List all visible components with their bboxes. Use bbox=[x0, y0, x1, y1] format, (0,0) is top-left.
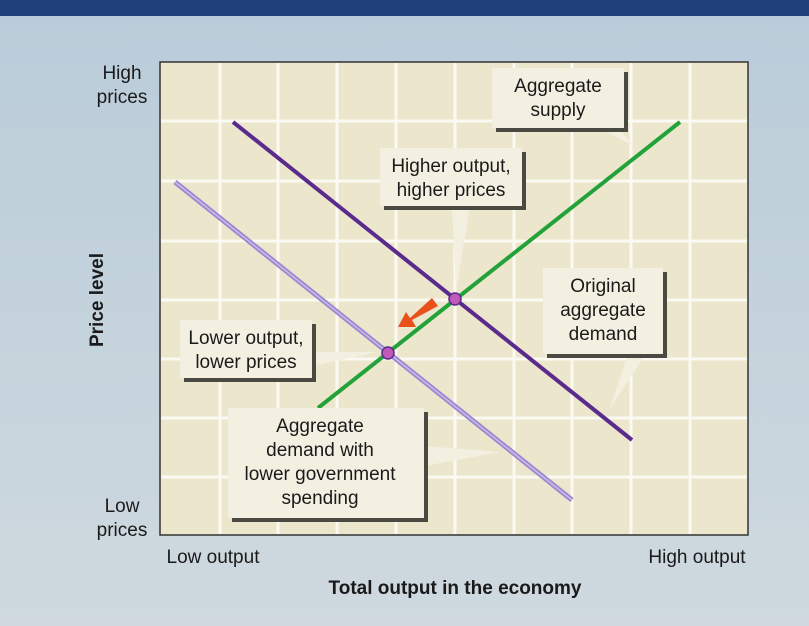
y-axis-title: Price level bbox=[87, 253, 108, 347]
y-bottom-label: Low prices bbox=[97, 496, 148, 541]
y-top-label: High prices bbox=[97, 63, 148, 108]
callout-tail bbox=[424, 446, 500, 466]
callout-box bbox=[380, 148, 522, 206]
callout-line: Higher output, bbox=[391, 156, 510, 177]
callout-line: Lower output, bbox=[188, 328, 303, 349]
callout: Aggregate demand with lower government spen… bbox=[228, 408, 500, 522]
callout-tail bbox=[610, 354, 646, 408]
callout-text: Original aggregate demand bbox=[560, 276, 646, 345]
callout-line: spending bbox=[281, 488, 358, 509]
callout: Original aggregate demand bbox=[543, 268, 667, 408]
x-right-label: High output bbox=[648, 547, 746, 568]
callout-line: supply bbox=[531, 100, 586, 121]
callout-line: aggregate bbox=[560, 300, 646, 321]
callout-box bbox=[180, 320, 312, 378]
callout-box bbox=[492, 68, 624, 128]
callout-text: Aggregate demand with lower government spen… bbox=[244, 416, 396, 509]
callout-line: Aggregate bbox=[514, 76, 602, 97]
callout-text: Higher output, higher prices bbox=[391, 156, 510, 201]
x-axis-title: Total output in the economy bbox=[329, 578, 582, 599]
lower-demand-highlight bbox=[174, 181, 573, 501]
x-left-label: Low output bbox=[167, 547, 261, 568]
callout-tail bbox=[600, 128, 634, 146]
callout-line: demand bbox=[569, 324, 638, 345]
callout-line: Aggregate bbox=[276, 416, 364, 437]
original-demand-curve bbox=[231, 120, 634, 442]
callout-box bbox=[543, 268, 663, 354]
callout: Lower output, lower prices bbox=[180, 320, 378, 382]
shift-arrow bbox=[398, 298, 438, 327]
top-band bbox=[0, 0, 809, 16]
callout-text: Lower output, lower prices bbox=[188, 328, 303, 373]
callout-tail bbox=[312, 352, 378, 366]
callout-line: higher prices bbox=[397, 180, 506, 201]
plot-border bbox=[159, 61, 749, 536]
callout-tail bbox=[452, 206, 470, 290]
supply-curve bbox=[316, 120, 682, 410]
callout-line: lower prices bbox=[195, 352, 296, 373]
callout-box bbox=[228, 408, 424, 518]
callout-text: Aggregate supply bbox=[514, 76, 602, 121]
equilibrium-point bbox=[381, 346, 395, 360]
callout-line: lower government bbox=[244, 464, 396, 485]
callout-line: Original bbox=[570, 276, 635, 297]
callout: Aggregate supply bbox=[492, 68, 634, 146]
callout: Higher output, higher prices bbox=[380, 148, 526, 290]
callout-line: demand with bbox=[266, 440, 374, 461]
equilibrium-point bbox=[448, 292, 462, 306]
callouts: Aggregate supply Higher output, higher pric… bbox=[180, 68, 667, 522]
